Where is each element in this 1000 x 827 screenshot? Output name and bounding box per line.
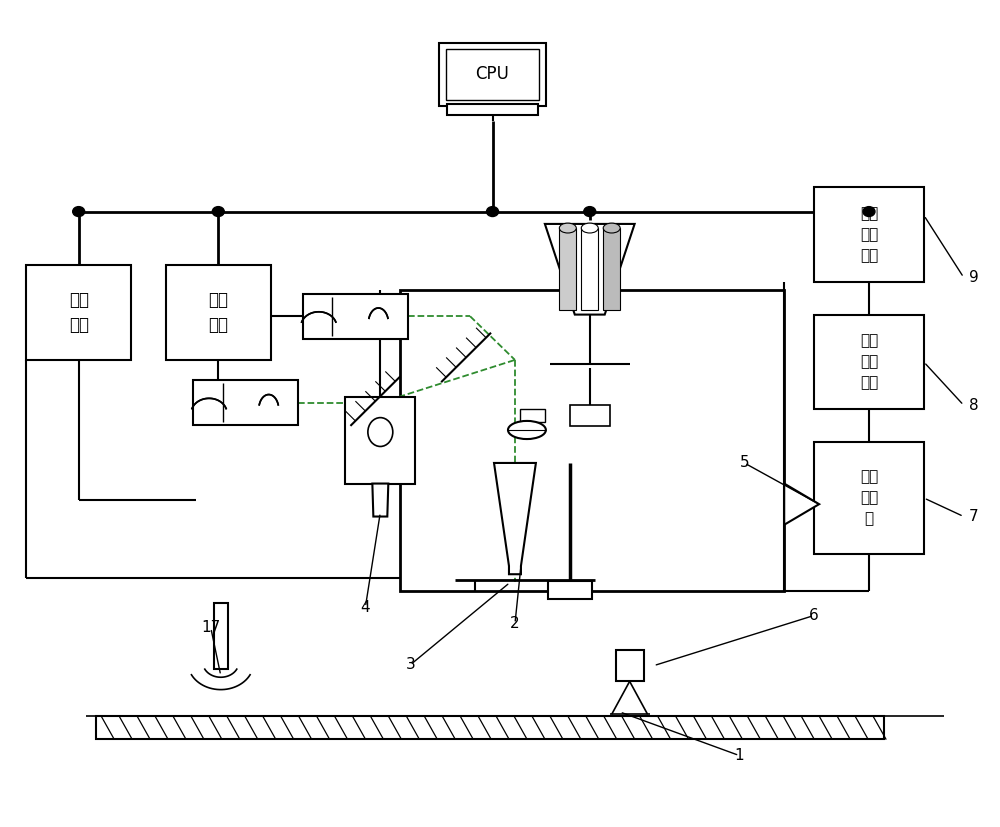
Bar	[446, 49, 539, 100]
Text: 应力
仿真
模块: 应力 仿真 模块	[860, 333, 878, 390]
Bar	[345, 397, 415, 484]
Text: 3: 3	[405, 657, 415, 672]
Circle shape	[863, 207, 875, 217]
Text: 6: 6	[809, 608, 819, 623]
Circle shape	[212, 207, 224, 217]
Bar	[214, 603, 228, 669]
Bar	[26, 265, 131, 360]
Bar	[96, 716, 884, 739]
Bar	[814, 314, 924, 409]
Text: 1: 1	[735, 748, 744, 763]
Bar	[814, 187, 924, 282]
Text: 激光
系统: 激光 系统	[208, 291, 228, 334]
Bar	[603, 228, 620, 310]
Text: 8: 8	[969, 398, 978, 413]
Ellipse shape	[368, 418, 393, 447]
Bar	[400, 290, 784, 590]
Ellipse shape	[508, 421, 546, 439]
Polygon shape	[545, 224, 635, 314]
Text: 检测
系统: 检测 系统	[69, 291, 89, 334]
Text: 2: 2	[510, 616, 520, 631]
Circle shape	[584, 207, 596, 217]
Circle shape	[487, 207, 499, 217]
Bar	[447, 103, 538, 115]
Polygon shape	[784, 484, 819, 525]
Bar	[439, 43, 546, 106]
Bar	[814, 442, 924, 553]
Polygon shape	[372, 484, 388, 517]
Circle shape	[73, 207, 85, 217]
Ellipse shape	[559, 223, 576, 233]
Ellipse shape	[581, 223, 598, 233]
Text: 温度
控制
器: 温度 控制 器	[860, 470, 878, 527]
Ellipse shape	[603, 223, 620, 233]
Bar	[193, 380, 298, 425]
Bar	[520, 409, 545, 422]
Text: 应力
检测
模块: 应力 检测 模块	[860, 206, 878, 263]
Text: CPU: CPU	[476, 65, 509, 83]
Bar	[303, 294, 408, 339]
Bar	[616, 650, 644, 681]
Bar	[581, 228, 598, 310]
Text: 17: 17	[201, 620, 220, 635]
Text: 9: 9	[969, 270, 979, 285]
Text: 5: 5	[740, 456, 749, 471]
Bar	[548, 581, 592, 599]
Bar	[559, 228, 576, 310]
Bar	[570, 405, 610, 426]
Bar	[166, 265, 271, 360]
Text: 4: 4	[361, 600, 370, 614]
Text: 7: 7	[969, 509, 978, 524]
Polygon shape	[494, 463, 536, 574]
